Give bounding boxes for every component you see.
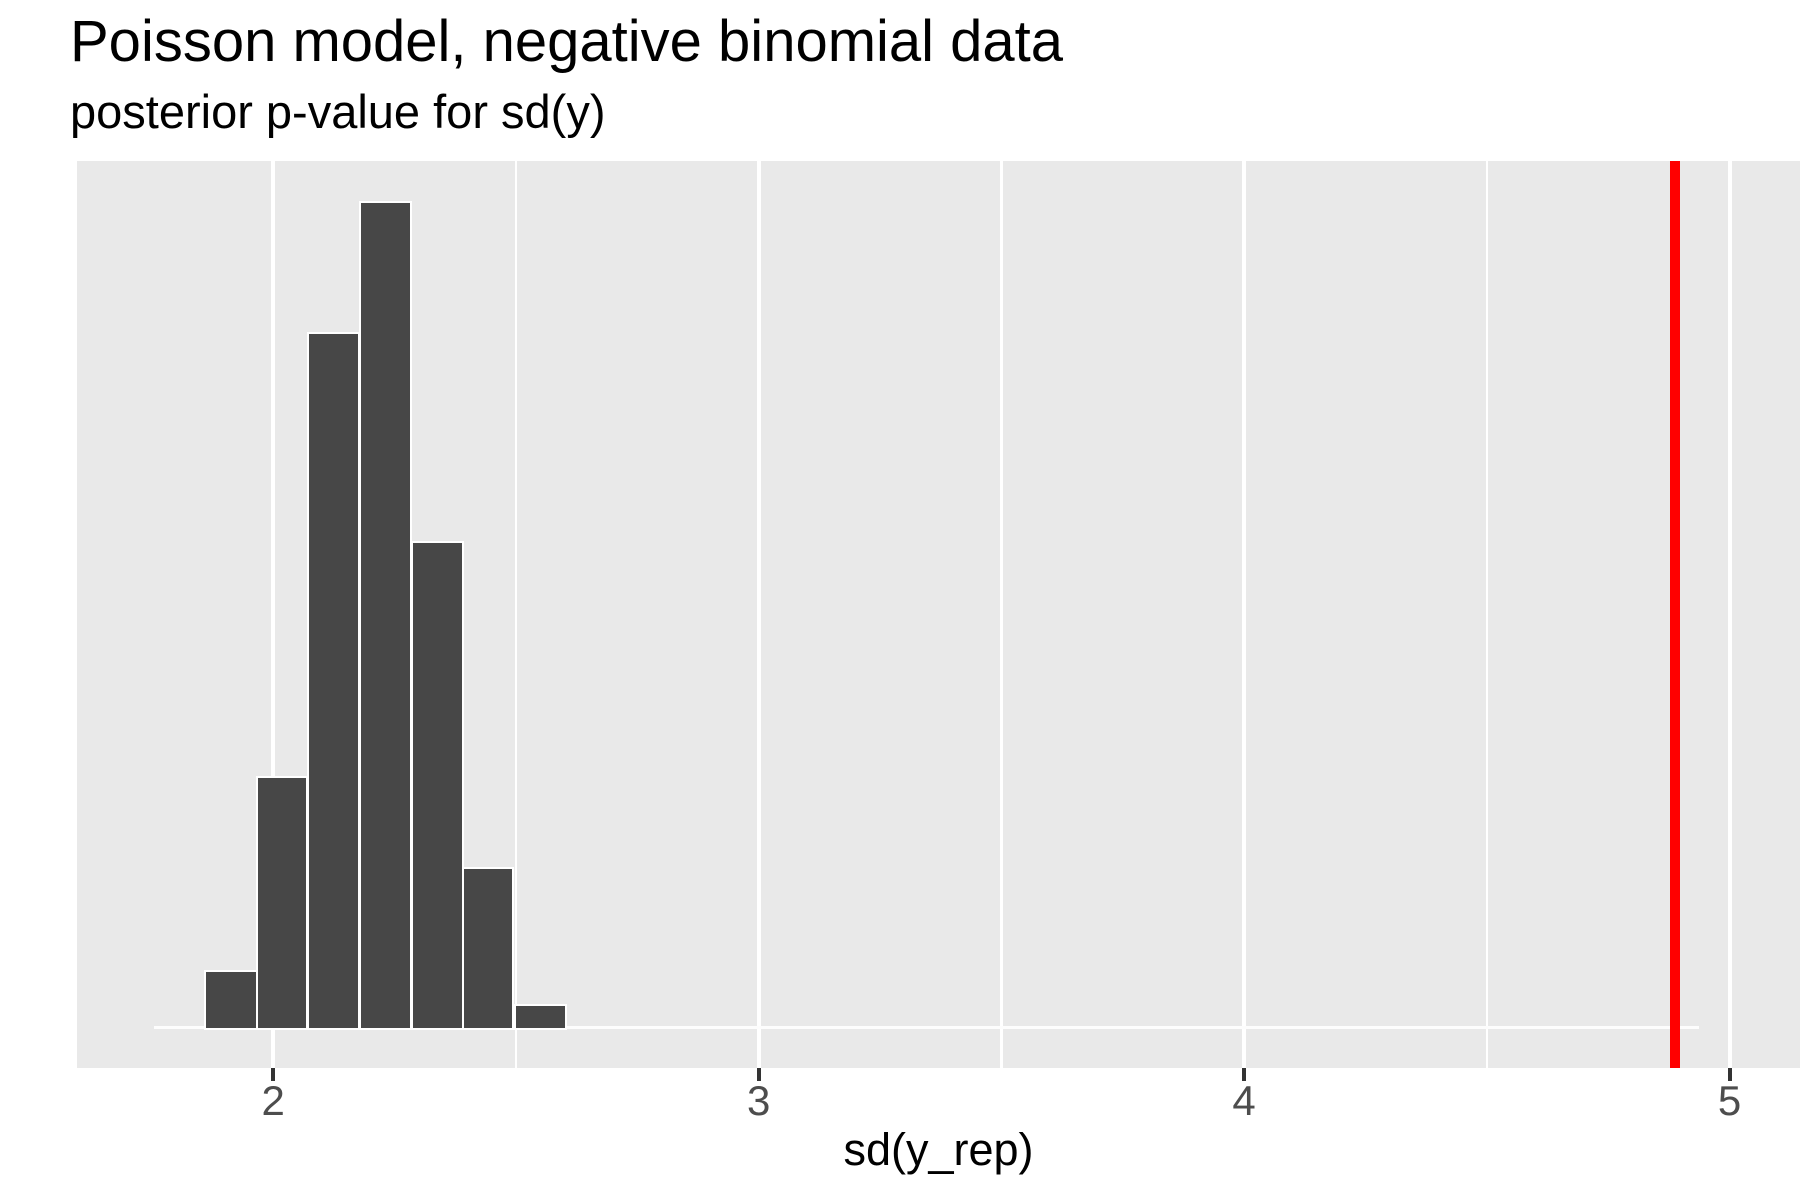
x-axis-title: sd(y_rep): [843, 1124, 1034, 1175]
major-gridline: [271, 161, 276, 1068]
minor-gridline: [1000, 161, 1003, 1068]
major-gridline: [1727, 161, 1732, 1068]
x-tick-mark: [756, 1068, 761, 1081]
x-tick-label: 3: [746, 1077, 771, 1124]
minor-gridline: [514, 161, 518, 1068]
x-axis: 2 3 4 5: [77, 1068, 1800, 1198]
histogram-bar: [513, 1004, 567, 1030]
x-tick-label: 2: [261, 1077, 285, 1124]
x-tick-label: 4: [1232, 1077, 1256, 1124]
x-tick-label: 5: [1717, 1077, 1742, 1124]
chart-title: Poisson model, negative binomial data: [70, 9, 1064, 74]
x-tick-mark: [1727, 1068, 1732, 1081]
observed-stat-line: [1669, 161, 1680, 1068]
histogram-bar: [255, 775, 309, 1030]
histogram-bar: [204, 970, 258, 1030]
histogram-bar: [359, 200, 413, 1030]
major-gridline: [756, 161, 761, 1068]
histogram-bar: [462, 866, 515, 1030]
major-gridline: [1242, 161, 1247, 1068]
x-tick-mark: [1242, 1068, 1247, 1081]
histogram-bar: [410, 540, 464, 1030]
plot-panel: [77, 161, 1800, 1068]
chart-subtitle: posterior p-value for sd(y): [70, 85, 606, 138]
histogram-bar: [306, 331, 361, 1030]
histogram-baseline: [154, 1026, 1699, 1029]
x-tick-mark: [271, 1068, 276, 1081]
minor-gridline: [1485, 161, 1489, 1068]
